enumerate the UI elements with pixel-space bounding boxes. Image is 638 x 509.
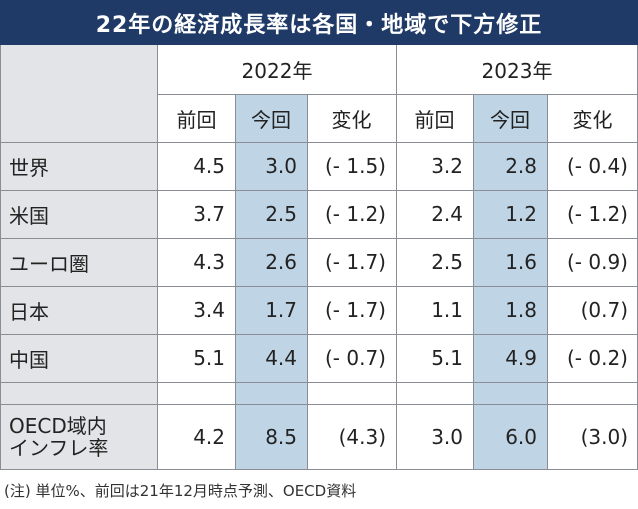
rule-col	[473, 94, 474, 470]
inflation-label-line2: インフレ率	[9, 436, 109, 460]
row-label-japan: 日本	[0, 286, 158, 334]
change-cell: (3.0)	[580, 425, 628, 449]
row-label-china: 中国	[0, 334, 158, 382]
value-cell: 5.1	[431, 346, 463, 370]
rule-row	[0, 404, 638, 405]
value-cell: 1.8	[473, 286, 547, 334]
rule-col	[307, 94, 308, 470]
spacer-highlight-2023	[473, 382, 547, 404]
value-cell: 3.0	[235, 142, 307, 190]
value-cell: 2.8	[473, 142, 547, 190]
year-header-2022: 2022年	[241, 59, 313, 83]
value-cell: 2.6	[235, 238, 307, 286]
table-title: 22年の経済成長率は各国・地域で下方修正	[0, 0, 638, 45]
row-label-us: 米国	[0, 190, 158, 238]
subheader-prev-2023: 前回	[414, 107, 455, 132]
change-cell: (0.7)	[580, 298, 628, 322]
rule-row	[0, 190, 638, 191]
change-cell: (- 1.2)	[567, 202, 628, 226]
row-label-eurozone: ユーロ圏	[0, 238, 158, 286]
value-cell: 3.7	[193, 202, 225, 226]
subheader-change-2022: 変化	[331, 107, 372, 132]
value-cell: 1.6	[473, 238, 547, 286]
rule-row	[0, 142, 638, 143]
value-cell: 4.4	[235, 334, 307, 382]
value-cell: 8.5	[235, 404, 307, 470]
value-cell: 1.1	[431, 298, 463, 322]
value-cell: 6.0	[473, 404, 547, 470]
highlight-col-2023	[473, 94, 547, 142]
rule-bottom	[0, 469, 638, 470]
value-cell: 4.5	[193, 154, 225, 178]
rule-year-header	[158, 94, 638, 95]
rule-col-left	[0, 45, 1, 470]
rule-col	[235, 94, 236, 470]
change-cell: (4.3)	[338, 425, 386, 449]
rule-col	[547, 94, 548, 470]
subheader-prev-2022: 前回	[176, 107, 217, 132]
rule-row	[0, 286, 638, 287]
growth-table: 2022年 2023年 前回 今回 変化 前回 今回 変化 世界 4.5 3.0…	[0, 45, 638, 470]
change-cell: (- 1.7)	[325, 250, 386, 274]
value-cell: 3.4	[193, 298, 225, 322]
change-cell: (- 0.9)	[567, 250, 628, 274]
change-cell: (- 0.2)	[567, 346, 628, 370]
row-label-world: 世界	[0, 142, 158, 190]
rule-row	[0, 238, 638, 239]
row-label-oecd-inflation: OECD域内 インフレ率	[0, 404, 158, 470]
value-cell: 4.2	[193, 425, 225, 449]
rule-row	[0, 334, 638, 335]
value-cell: 3.0	[431, 425, 463, 449]
change-cell: (- 0.7)	[325, 346, 386, 370]
spacer-label-cell	[0, 382, 158, 404]
value-cell: 1.7	[235, 286, 307, 334]
value-cell: 2.5	[235, 190, 307, 238]
subheader-current-2023: 今回	[490, 107, 530, 132]
value-cell: 4.9	[473, 334, 547, 382]
change-cell: (- 0.4)	[567, 154, 628, 178]
subheader-current-2022: 今回	[251, 107, 291, 132]
change-cell: (- 1.7)	[325, 298, 386, 322]
change-cell: (- 1.5)	[325, 154, 386, 178]
year-header-2023: 2023年	[481, 59, 553, 83]
value-cell: 2.4	[431, 202, 463, 226]
value-cell: 5.1	[193, 346, 225, 370]
corner-cell	[0, 45, 158, 142]
value-cell: 4.3	[193, 250, 225, 274]
value-cell: 1.2	[473, 190, 547, 238]
rule-col-label	[157, 45, 158, 470]
footnote: (注) 単位%、前回は21年12月時点予測、OECD資料	[4, 482, 357, 500]
rule-col-year	[396, 45, 397, 470]
subheader-change-2023: 変化	[572, 107, 613, 132]
change-cell: (- 1.2)	[325, 202, 386, 226]
highlight-col-2022	[235, 94, 307, 142]
spacer-highlight-2022	[235, 382, 307, 404]
inflation-label-line1: OECD域内	[9, 414, 107, 438]
value-cell: 2.5	[431, 250, 463, 274]
rule-row	[0, 382, 638, 383]
value-cell: 3.2	[431, 154, 463, 178]
